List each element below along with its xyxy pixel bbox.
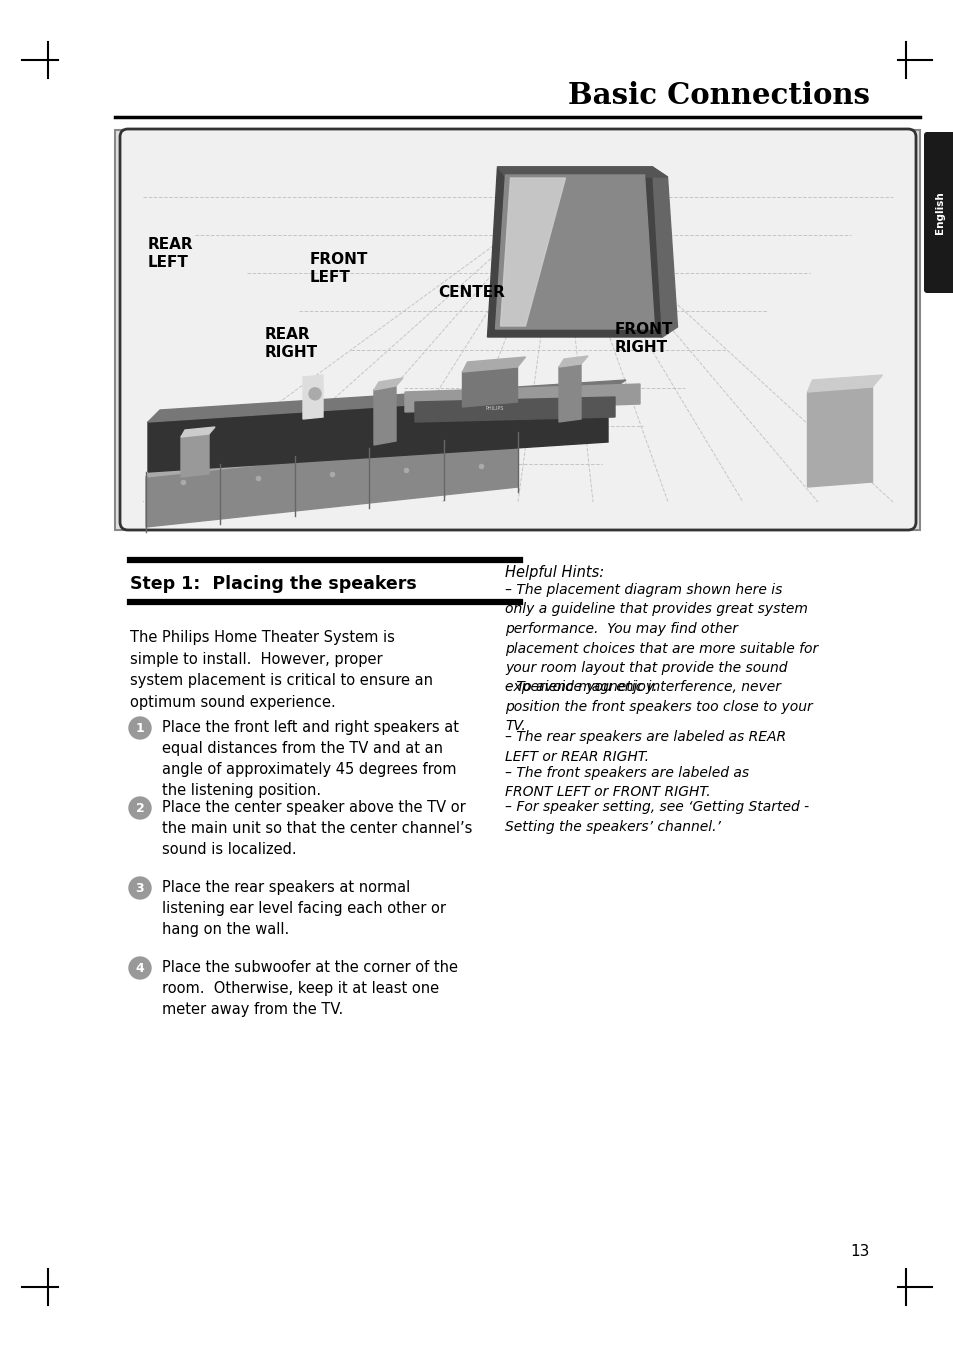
Polygon shape: [495, 175, 654, 329]
Text: – To avoid magnetic interference, never
position the front speakers too close to: – To avoid magnetic interference, never …: [504, 680, 812, 733]
Polygon shape: [806, 374, 882, 392]
Text: 13: 13: [850, 1245, 869, 1259]
Text: Step 1:  Placing the speakers: Step 1: Placing the speakers: [130, 575, 416, 593]
Polygon shape: [181, 427, 214, 436]
Text: – The rear speakers are labeled as REAR
LEFT or REAR RIGHT.: – The rear speakers are labeled as REAR …: [504, 730, 785, 764]
Polygon shape: [462, 357, 525, 372]
Text: – The front speakers are labeled as
FRONT LEFT or FRONT RIGHT.: – The front speakers are labeled as FRON…: [504, 765, 748, 799]
Circle shape: [129, 877, 151, 898]
Text: CENTER: CENTER: [437, 286, 504, 300]
Text: Helpful Hints:: Helpful Hints:: [504, 564, 603, 581]
Polygon shape: [806, 387, 872, 488]
Text: FRONT: FRONT: [310, 252, 368, 267]
Polygon shape: [558, 364, 580, 422]
Polygon shape: [558, 356, 587, 366]
Text: 3: 3: [135, 881, 144, 894]
Circle shape: [309, 388, 320, 400]
Text: – The placement diagram shown here is
only a guideline that provides great syste: – The placement diagram shown here is on…: [504, 583, 818, 695]
Text: RIGHT: RIGHT: [265, 345, 317, 360]
Polygon shape: [303, 374, 323, 419]
FancyBboxPatch shape: [115, 131, 919, 529]
FancyBboxPatch shape: [923, 132, 953, 294]
Polygon shape: [374, 387, 395, 445]
Text: PHILIPS: PHILIPS: [485, 407, 503, 411]
Circle shape: [129, 797, 151, 819]
Polygon shape: [181, 434, 209, 477]
Polygon shape: [146, 419, 537, 477]
Polygon shape: [148, 380, 625, 422]
Polygon shape: [146, 436, 517, 527]
Text: FRONT: FRONT: [615, 322, 673, 337]
Text: English: English: [935, 191, 944, 234]
Text: 2: 2: [135, 801, 144, 815]
Text: 4: 4: [135, 962, 144, 974]
Polygon shape: [500, 178, 565, 326]
Polygon shape: [652, 167, 677, 337]
Text: REAR: REAR: [148, 237, 193, 252]
Polygon shape: [374, 379, 402, 391]
Text: 1: 1: [135, 722, 144, 734]
Polygon shape: [497, 167, 667, 176]
Text: LEFT: LEFT: [148, 255, 189, 269]
Polygon shape: [415, 397, 615, 422]
Text: Place the subwoofer at the corner of the
room.  Otherwise, keep it at least one
: Place the subwoofer at the corner of the…: [162, 960, 457, 1017]
Text: RIGHT: RIGHT: [615, 339, 667, 356]
Circle shape: [129, 717, 151, 740]
Text: Place the rear speakers at normal
listening ear level facing each other or
hang : Place the rear speakers at normal listen…: [162, 880, 446, 938]
Text: LEFT: LEFT: [310, 269, 351, 286]
Polygon shape: [405, 384, 639, 412]
Text: Place the front left and right speakers at
equal distances from the TV and at an: Place the front left and right speakers …: [162, 721, 458, 797]
Polygon shape: [148, 392, 607, 471]
Text: Place the center speaker above the TV or
the main unit so that the center channe: Place the center speaker above the TV or…: [162, 800, 472, 857]
Text: Basic Connections: Basic Connections: [567, 81, 869, 109]
Circle shape: [129, 956, 151, 979]
Polygon shape: [487, 167, 661, 337]
Polygon shape: [462, 366, 517, 407]
Text: REAR: REAR: [265, 327, 311, 342]
Text: – For speaker setting, see ‘Getting Started -
Setting the speakers’ channel.’: – For speaker setting, see ‘Getting Star…: [504, 800, 808, 834]
Text: The Philips Home Theater System is
simple to install.  However, proper
system pl: The Philips Home Theater System is simpl…: [130, 630, 433, 710]
FancyBboxPatch shape: [120, 129, 915, 529]
